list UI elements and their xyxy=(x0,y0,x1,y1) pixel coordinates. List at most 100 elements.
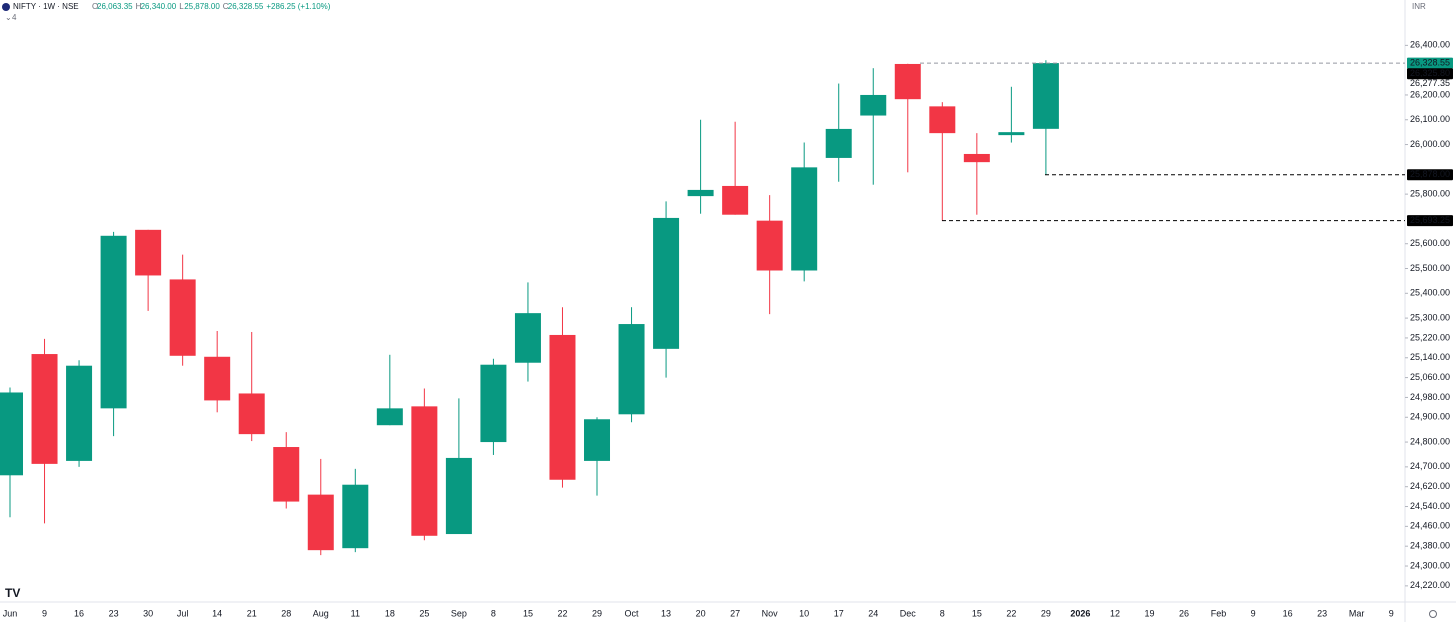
x-tick-label: 21 xyxy=(247,608,257,618)
x-tick-label: 13 xyxy=(661,608,671,618)
x-tick-label: 15 xyxy=(523,608,533,618)
y-tick-label: 26,200.00 xyxy=(1410,89,1450,99)
candle-body xyxy=(756,220,783,271)
legend-value: 26,340.00 xyxy=(141,2,177,11)
candle-body xyxy=(653,217,680,349)
currency[interactable]: INR xyxy=(1412,2,1426,11)
candle-body xyxy=(66,365,93,461)
x-tick-label: 20 xyxy=(696,608,706,618)
candle-body xyxy=(342,484,369,549)
x-tick-label: 25 xyxy=(419,608,429,618)
y-tick-label: 24,620.00 xyxy=(1410,481,1450,491)
candle-body xyxy=(307,494,334,551)
x-tick-label: 23 xyxy=(109,608,119,618)
candle-body xyxy=(480,364,507,443)
y-tick-label: 26,100.00 xyxy=(1410,114,1450,124)
y-tick-label: 24,460.00 xyxy=(1410,521,1450,531)
legend-key: L xyxy=(179,2,184,11)
price-label: 25,693.25 xyxy=(1410,215,1450,225)
candle-body xyxy=(376,408,403,426)
price-label-bg xyxy=(1407,57,1453,69)
symbol-icon xyxy=(2,3,10,11)
x-tick-label: Jul xyxy=(177,608,189,618)
x-tick-label: 29 xyxy=(592,608,602,618)
y-tick-label: 26,400.00 xyxy=(1410,40,1450,50)
y-tick-label: 24,380.00 xyxy=(1410,541,1450,551)
candle-body xyxy=(238,393,265,435)
x-tick-label: 8 xyxy=(940,608,945,618)
candle-body xyxy=(722,185,749,215)
x-tick-label: 22 xyxy=(1006,608,1016,618)
y-tick-label: 24,540.00 xyxy=(1410,501,1450,511)
candle-body xyxy=(31,354,58,464)
legend-value: 26,328.55 xyxy=(228,2,264,11)
candle-body xyxy=(584,419,611,461)
settings-icon[interactable] xyxy=(1429,610,1437,618)
x-tick-label: 9 xyxy=(1389,608,1394,618)
y-tick-label: 25,500.00 xyxy=(1410,263,1450,273)
legend-change: +286.25 (+1.10%) xyxy=(266,2,330,11)
candle-body xyxy=(549,334,576,480)
legend-key: H xyxy=(136,2,142,11)
x-tick-label: Nov xyxy=(762,608,779,618)
logo[interactable]: TV xyxy=(5,586,20,600)
y-tick-label: 25,800.00 xyxy=(1410,189,1450,199)
candle-body xyxy=(445,457,472,535)
x-tick-label: 2026 xyxy=(1070,608,1090,618)
price-label: 26,325.80 xyxy=(1410,68,1450,78)
x-tick-label: 12 xyxy=(1110,608,1120,618)
candle-body xyxy=(1032,63,1059,129)
y-tick-label: 25,600.00 xyxy=(1410,238,1450,248)
x-tick-label: 16 xyxy=(74,608,84,618)
x-tick-label: 27 xyxy=(730,608,740,618)
indicator-count[interactable]: 4 xyxy=(12,13,17,22)
candle-body xyxy=(894,63,921,100)
candle-body xyxy=(273,447,300,502)
x-tick-label: 28 xyxy=(281,608,291,618)
x-tick-label: 11 xyxy=(351,608,360,618)
x-tick-label: Oct xyxy=(625,608,640,618)
x-tick-label: Mar xyxy=(1349,608,1365,618)
legend-key: O xyxy=(92,2,98,11)
x-tick-label: 24 xyxy=(868,608,878,618)
x-tick-label: 17 xyxy=(834,608,844,618)
x-tick-label: 22 xyxy=(557,608,567,618)
candle-body xyxy=(100,235,127,409)
price-label: 26,277.35 xyxy=(1410,78,1450,88)
x-tick-label: 16 xyxy=(1283,608,1293,618)
price-label-bg xyxy=(1407,215,1453,227)
y-tick-label: 25,300.00 xyxy=(1410,312,1450,322)
x-tick-label: 8 xyxy=(491,608,496,618)
price-label-bg xyxy=(1407,169,1453,181)
candle-body xyxy=(411,406,438,536)
y-tick-label: 24,980.00 xyxy=(1410,392,1450,402)
candle-body xyxy=(687,189,714,197)
y-tick-label: 24,800.00 xyxy=(1410,436,1450,446)
x-tick-label: 23 xyxy=(1317,608,1327,618)
candle-body xyxy=(169,279,196,356)
y-tick-label: 24,220.00 xyxy=(1410,580,1450,590)
candle-body xyxy=(791,167,818,271)
x-tick-label: Jun xyxy=(3,608,18,618)
x-tick-label: 9 xyxy=(42,608,47,618)
price-label-bg xyxy=(1407,68,1453,80)
x-tick-label: Dec xyxy=(900,608,917,618)
candle-body xyxy=(618,324,645,415)
price-label: 25,878.00 xyxy=(1410,169,1450,179)
x-tick-label: 19 xyxy=(1144,608,1154,618)
candle-body xyxy=(0,392,23,476)
chart-title[interactable]: NIFTY · 1W · NSE xyxy=(13,2,79,11)
y-tick-label: 25,060.00 xyxy=(1410,372,1450,382)
candle-body xyxy=(929,106,956,134)
indicator-toggle[interactable]: ⌄ xyxy=(5,13,12,22)
x-tick-label: 29 xyxy=(1041,608,1051,618)
candle-body xyxy=(963,153,990,163)
x-tick-label: 30 xyxy=(143,608,153,618)
x-tick-label: 14 xyxy=(212,608,222,618)
x-tick-label: Aug xyxy=(313,608,329,618)
y-tick-label: 25,400.00 xyxy=(1410,288,1450,298)
candle-body xyxy=(514,313,541,363)
candle-body xyxy=(860,94,887,116)
y-tick-label: 26,000.00 xyxy=(1410,139,1450,149)
y-tick-label: 24,900.00 xyxy=(1410,412,1450,422)
